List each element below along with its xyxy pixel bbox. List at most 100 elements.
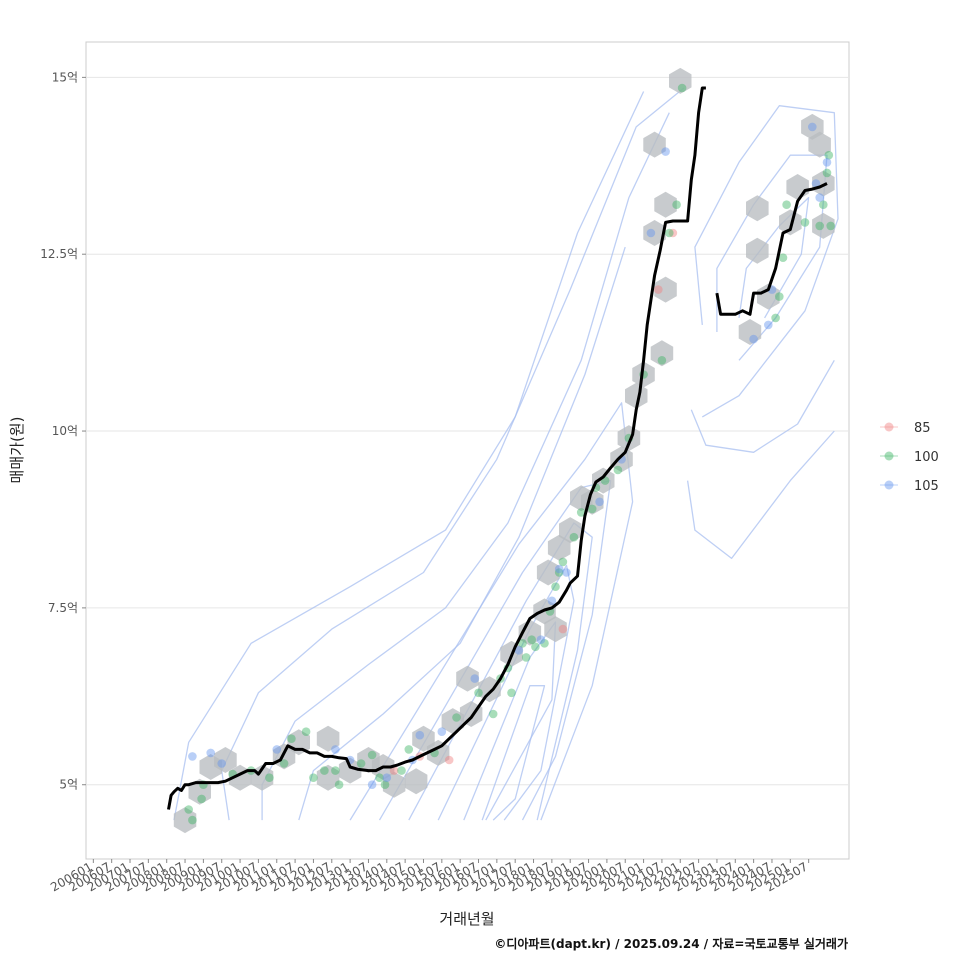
hexbin-cell: [536, 559, 560, 586]
data-point-105: [811, 179, 821, 188]
data-point-100: [657, 356, 667, 365]
hexbin-cell: [738, 319, 762, 345]
data-point-105: [822, 158, 832, 167]
data-point-100: [672, 200, 681, 209]
hexbin-cell: [478, 676, 501, 703]
data-point-100: [569, 532, 579, 542]
data-point-100: [540, 639, 549, 648]
data-point-105: [188, 752, 197, 761]
data-point-100: [404, 745, 414, 754]
data-point-100: [531, 642, 540, 652]
data-point-105: [595, 497, 604, 507]
hexbin-cell: [559, 517, 582, 544]
data-point-100: [518, 639, 527, 648]
data-point-105: [646, 228, 656, 238]
density-contour: [221, 87, 685, 821]
data-point-100: [824, 150, 834, 160]
y-tick-label: 10억: [52, 424, 78, 438]
hexbin-cell: [426, 739, 450, 766]
data-point-105: [217, 759, 226, 768]
data-point-105: [749, 334, 758, 344]
data-point-105: [415, 730, 425, 740]
density-contour: [686, 430, 835, 560]
hexbin-cell: [779, 209, 802, 236]
data-point-85: [654, 285, 663, 294]
x-axis: 2006012006072007012007072008012008072009…: [48, 859, 810, 895]
legend-key-100: [884, 451, 894, 461]
legend-item-105: 105: [880, 479, 939, 494]
density-contour: [298, 246, 626, 821]
data-point-100: [815, 221, 824, 231]
data-point-100: [665, 228, 674, 238]
y-tick-label: 12.5억: [40, 247, 78, 261]
grid-lines: [86, 76, 849, 786]
legend-key-105: [884, 480, 894, 490]
legend-item-100: 100: [880, 450, 939, 465]
data-point-105: [764, 320, 773, 330]
hexbin-cell: [650, 340, 674, 367]
data-point-100: [551, 582, 560, 591]
data-point-85: [558, 624, 568, 634]
data-point-100: [819, 200, 828, 209]
legend-label-105: 105: [914, 479, 939, 494]
hexbin-cell: [338, 757, 362, 784]
data-point-100: [782, 200, 791, 209]
data-point-100: [826, 221, 835, 231]
data-point-100: [331, 766, 340, 775]
y-axis-title: 매매가(원): [8, 417, 26, 484]
density-contour: [481, 685, 546, 821]
data-point-105: [554, 564, 564, 574]
data-point-100: [380, 780, 390, 789]
data-point-100: [558, 557, 568, 567]
hexbin-cell: [808, 131, 831, 158]
hexbin-cell: [547, 534, 571, 561]
data-point-85: [389, 766, 399, 775]
data-point-100: [309, 773, 318, 782]
hexbin-cell: [812, 212, 835, 239]
trend-line: [167, 86, 706, 810]
data-point-100: [613, 465, 623, 475]
hexbin-cell: [654, 191, 677, 218]
data-point-100: [677, 83, 687, 93]
data-point-105: [661, 147, 670, 156]
hexbin-cell: [625, 382, 648, 409]
data-point-100: [507, 688, 516, 698]
data-point-85: [444, 755, 454, 765]
data-point-100: [279, 759, 289, 768]
hexbin-layer: [173, 67, 835, 834]
data-point-105: [536, 635, 546, 644]
y-axis: 5억 7.5억 10억 12.5억 15억: [40, 70, 86, 792]
hexbin-cell: [669, 67, 692, 94]
data-point-100: [287, 734, 296, 743]
density-contour: [173, 91, 645, 821]
data-point-105: [562, 568, 571, 577]
data-point-100: [771, 313, 780, 323]
legend-label-100: 100: [914, 450, 939, 465]
y-tick-label: 15억: [52, 70, 78, 84]
data-point-100: [367, 750, 377, 760]
data-point-100: [587, 504, 597, 514]
data-point-100: [375, 773, 384, 782]
density-contour: [694, 105, 839, 418]
hexbin-cell: [544, 616, 567, 643]
hexbin-cell: [316, 764, 340, 791]
data-point-85: [668, 228, 678, 238]
data-point-100: [521, 653, 531, 662]
hexbin-cell: [214, 747, 237, 773]
data-point-105: [547, 596, 557, 606]
data-point-100: [527, 635, 536, 644]
caption: ©디아파트(dapt.kr) / 2025.09.24 / 자료=국토교통부 실…: [494, 936, 848, 951]
data-point-105: [331, 745, 340, 754]
legend-key-85: [884, 422, 894, 432]
data-point-100: [576, 508, 586, 517]
hexbin-cell: [188, 778, 211, 805]
data-point-100: [474, 688, 483, 698]
data-point-100: [778, 253, 788, 262]
hexbin-cell: [610, 446, 633, 473]
data-point-105: [437, 727, 447, 736]
data-point-100: [320, 766, 329, 775]
legend: 85 100 105: [880, 421, 939, 494]
data-point-100: [822, 168, 832, 178]
y-tick-label: 5억: [59, 778, 78, 792]
hexbin-cell: [643, 131, 666, 158]
